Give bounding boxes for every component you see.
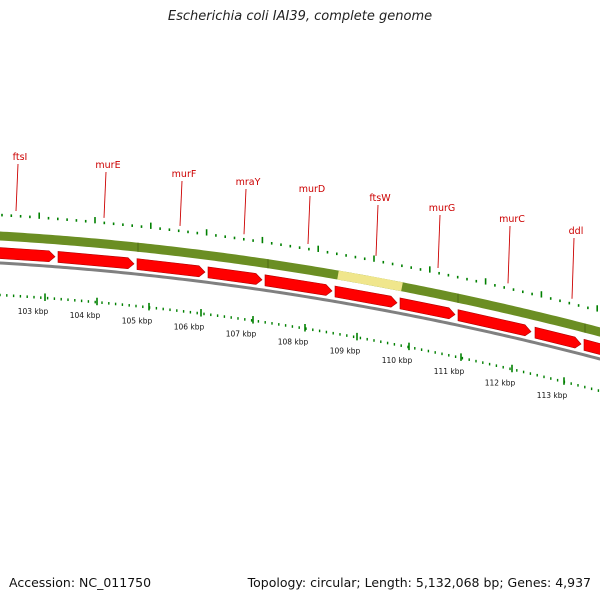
cds-arrow xyxy=(399,297,456,320)
kbp-label: 109 kbp xyxy=(330,346,361,355)
cds-arrow xyxy=(0,247,56,263)
gene-leader-line xyxy=(15,163,19,211)
kbp-label: 105 kbp xyxy=(122,316,153,325)
kbp-label: 111 kbp xyxy=(434,367,465,376)
gene-label-ddl: ddl xyxy=(569,226,584,237)
cds-arrow xyxy=(583,338,600,355)
backbone-line xyxy=(0,261,600,361)
gene-leader-line xyxy=(179,180,183,226)
kbp-label: 104 kbp xyxy=(70,311,101,320)
cds-arrow xyxy=(534,326,582,349)
gene-label-murC: murC xyxy=(499,214,525,225)
kbp-label: 110 kbp xyxy=(382,356,413,365)
upper-tick-ring xyxy=(1,212,599,312)
cds-arrow xyxy=(136,258,206,278)
gene-label-murF: murF xyxy=(172,169,197,180)
gene-band xyxy=(0,231,600,337)
gene-label-ftsW: ftsW xyxy=(369,193,391,204)
kbp-label: 106 kbp xyxy=(174,323,205,332)
gene-band-stroke xyxy=(0,231,600,337)
gene-leader-line xyxy=(243,188,247,235)
cds-arrow xyxy=(334,285,398,308)
gene-label-murD: murD xyxy=(299,184,326,195)
genome-backbone xyxy=(0,261,600,361)
gene-leader-line xyxy=(507,225,511,284)
gene-leader-line xyxy=(375,204,379,256)
gene-label-mraY: mraY xyxy=(236,177,261,188)
cds-arrow xyxy=(264,274,333,296)
cds-arrow xyxy=(457,309,532,337)
kbp-label: 112 kbp xyxy=(485,378,516,387)
kbp-label: 113 kbp xyxy=(537,391,568,400)
gene-leader-line xyxy=(437,214,441,269)
kbp-label: 108 kbp xyxy=(278,338,309,347)
gene-leader-line xyxy=(103,171,107,218)
kbp-label: 103 kbp xyxy=(18,307,49,316)
genome-summary-text: Topology: circular; Length: 5,132,068 bp… xyxy=(247,575,591,590)
gene-label-murE: murE xyxy=(95,160,120,171)
gene-leader-line xyxy=(307,195,311,245)
map-title: Escherichia coli IAI39, complete genome xyxy=(167,9,433,24)
gene-label-murG: murG xyxy=(429,203,456,214)
gene-band-highlight xyxy=(337,270,403,292)
cds-arrow xyxy=(207,266,263,285)
kbp-ruler: 103 kbp 104 kbp 105 kbp 106 kbp 107 kbp 108 k… xyxy=(0,293,600,400)
gene-label-ftsI: ftsI xyxy=(13,152,28,163)
kbp-label: 107 kbp xyxy=(226,330,257,339)
gene-leader-line xyxy=(571,237,575,299)
gene-label-layer: ftsI murE murF mraY murD ftsW murG murC ddl xyxy=(13,152,584,299)
accession-text: Accession: NC_011750 xyxy=(9,575,152,590)
cds-arrow xyxy=(57,251,135,270)
cds-arrow-track xyxy=(0,247,600,355)
